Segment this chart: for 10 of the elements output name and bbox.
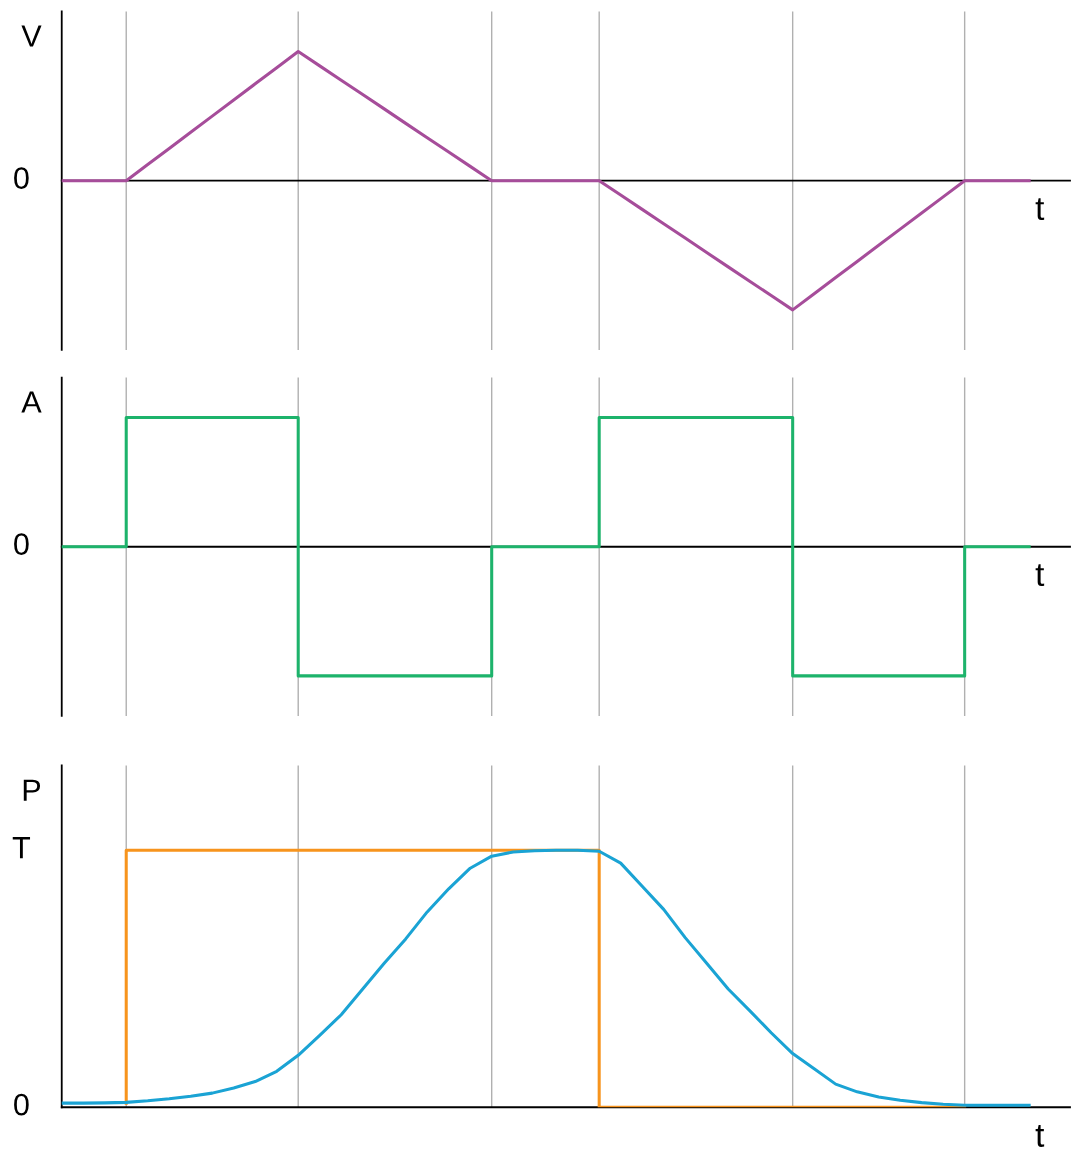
x-axis-title: t	[1035, 198, 1045, 221]
y-axis-title: V	[21, 25, 42, 47]
x-axis-title: t	[1035, 564, 1045, 587]
y-axis-title: A	[21, 391, 42, 413]
y-axis-title: P	[23, 779, 41, 801]
text: T	[12, 837, 31, 859]
x-axis-title: t	[1035, 1125, 1045, 1147]
text: 0	[14, 533, 29, 555]
text: 0	[14, 167, 29, 189]
text: 0	[14, 1093, 29, 1116]
